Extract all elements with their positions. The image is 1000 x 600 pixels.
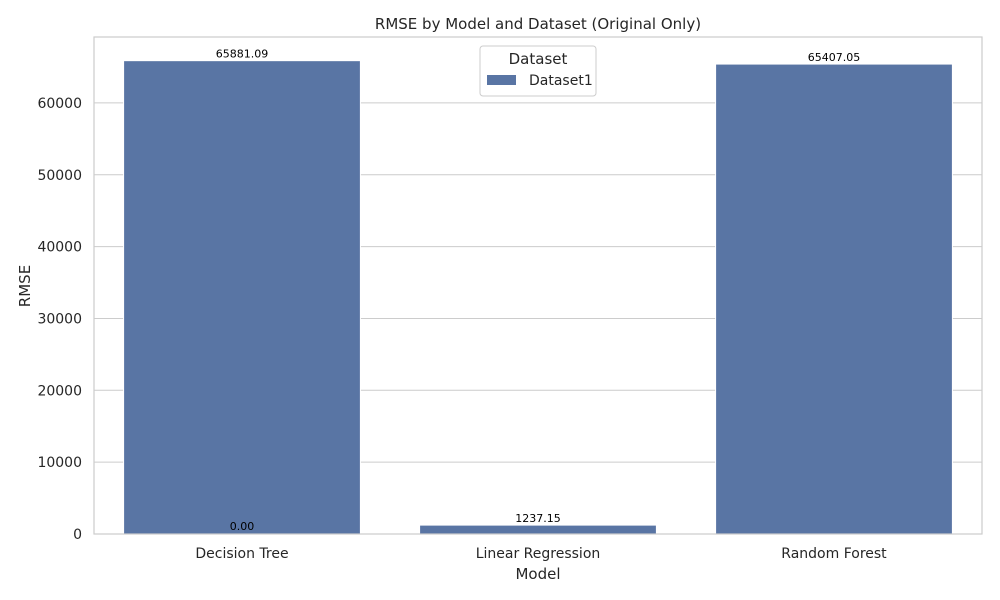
y-ticks: 0 10000 20000 30000 40000 50000 60000	[37, 96, 82, 543]
x-tick-label: Linear Regression	[476, 546, 601, 562]
bar-random-forest	[715, 63, 953, 535]
y-tick-label: 60000	[37, 96, 82, 112]
data-labels: 65881.09 1237.15 65407.05 0.00	[216, 48, 861, 533]
bar-value-label: 65407.05	[808, 51, 861, 64]
bar-linear-regression	[419, 524, 657, 535]
x-tick-label: Random Forest	[781, 546, 887, 562]
plot-frame	[93, 36, 983, 535]
y-tick-label: 20000	[37, 383, 82, 399]
y-tick-label: 30000	[37, 311, 82, 327]
x-axis-label: Model	[515, 565, 560, 583]
x-tick-label: Decision Tree	[195, 546, 288, 562]
chart-title: RMSE by Model and Dataset (Original Only…	[375, 15, 701, 33]
bar-value-label: 1237.15	[515, 512, 561, 525]
legend-title: Dataset	[509, 50, 568, 68]
y-tick-label: 10000	[37, 455, 82, 471]
y-axis-label: RMSE	[16, 265, 34, 307]
bar-value-label-zero: 0.00	[230, 520, 255, 533]
legend: Dataset Dataset1	[479, 45, 597, 97]
y-tick-label: 0	[73, 527, 82, 543]
bars	[123, 60, 953, 535]
x-ticks: Decision Tree Linear Regression Random For…	[195, 546, 887, 562]
y-tick-label: 50000	[37, 168, 82, 184]
bar-decision-tree	[123, 60, 361, 535]
legend-swatch	[487, 75, 516, 85]
legend-label: Dataset1	[529, 73, 593, 89]
bar-value-label: 65881.09	[216, 48, 269, 61]
y-tick-label: 40000	[37, 240, 82, 256]
